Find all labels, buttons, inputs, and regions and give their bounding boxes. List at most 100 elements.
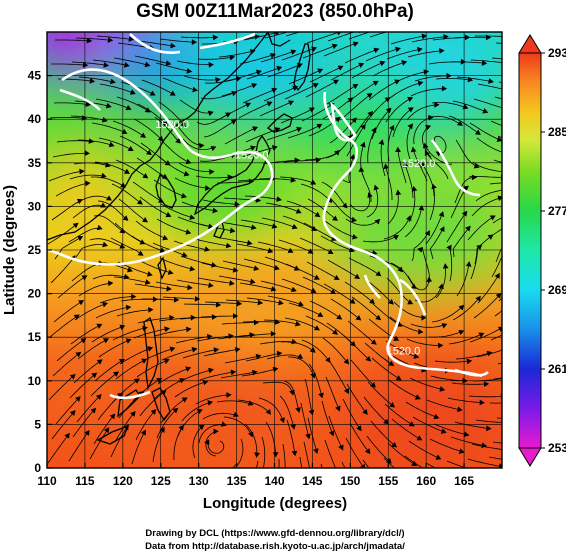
streamline-arrow [503, 170, 507, 174]
chart-title: GSM 00Z11Mar2023 (850.0hPa) [136, 1, 414, 22]
streamline-arrow [131, 293, 137, 300]
streamline [264, 32, 290, 39]
streamline [328, 415, 344, 450]
streamline [362, 234, 399, 243]
streamline-arrow [191, 39, 198, 45]
streamline [475, 419, 502, 423]
streamline [201, 262, 238, 272]
streamline [154, 116, 181, 144]
streamline-arrow [290, 49, 297, 55]
streamline [448, 115, 481, 135]
streamline [456, 261, 470, 297]
streamline [239, 282, 276, 291]
streamline [192, 424, 205, 459]
streamline [327, 32, 356, 42]
streamline-arrow [77, 235, 84, 242]
streamline [263, 319, 301, 326]
streamline [366, 435, 392, 464]
x-tick-label: 165 [454, 474, 474, 488]
streamline [94, 359, 125, 382]
streamline [119, 135, 152, 155]
streamline-arrow [162, 234, 169, 241]
streamline-arrow [373, 184, 380, 191]
streamline [194, 238, 231, 247]
streamline [345, 437, 365, 468]
streamline-arrow [401, 60, 408, 66]
streamline-arrow [166, 285, 172, 292]
streamline-arrow [316, 123, 323, 129]
streamline [52, 352, 81, 377]
streamline-arrow [338, 444, 344, 451]
streamline-arrow [69, 410, 76, 416]
streamline [452, 296, 481, 321]
streamline [217, 180, 254, 184]
streamline-arrow [379, 60, 386, 67]
streamline-arrow [506, 187, 510, 191]
streamline [159, 257, 195, 270]
streamline-arrow [431, 183, 437, 190]
streamline [424, 150, 449, 180]
streamline-arrow [291, 223, 298, 230]
contour-label: 1520.0 [402, 158, 436, 170]
streamline-arrow [349, 298, 356, 304]
streamline-arrow [504, 448, 508, 452]
streamline-arrow [395, 46, 401, 53]
streamline [161, 348, 197, 361]
streamline [325, 376, 340, 411]
streamline-arrow [505, 376, 509, 380]
streamline [244, 195, 282, 201]
streamline-arrow [159, 426, 165, 433]
streamline-arrow [119, 243, 126, 249]
streamline-arrow [475, 129, 481, 135]
streamline [407, 50, 444, 58]
streamline-arrow [230, 369, 237, 376]
streamline-arrow [102, 241, 108, 248]
streamline-arrow [266, 101, 273, 107]
streamline-arrow [414, 394, 421, 400]
y-tick-label: 10 [28, 374, 42, 388]
streamline-arrow [374, 218, 381, 225]
streamline [492, 441, 502, 444]
streamline-arrow [317, 311, 324, 317]
streamline [364, 342, 394, 366]
streamline [477, 273, 500, 304]
streamline [433, 423, 469, 436]
streamline-arrow [356, 425, 362, 432]
streamline-arrow [439, 386, 446, 392]
streamline [225, 299, 263, 304]
streamline-arrow [204, 185, 211, 191]
streamline-arrow [279, 417, 285, 424]
streamline [223, 416, 253, 437]
streamline-arrow [113, 371, 119, 377]
streamline-arrow [213, 347, 220, 353]
streamline-arrow [245, 102, 252, 108]
streamline [120, 81, 156, 96]
streamline [135, 220, 168, 240]
streamline-arrow [496, 136, 502, 142]
streamline-arrow [233, 313, 239, 319]
streamline-arrow [251, 83, 258, 89]
streamline-arrow [145, 149, 152, 156]
streamline [305, 315, 338, 335]
streamline [266, 354, 303, 360]
streamline [173, 240, 210, 251]
x-tick-label: 115 [75, 474, 95, 488]
streamline-arrow [435, 454, 442, 460]
streamline-arrow [270, 330, 277, 337]
streamline [468, 176, 502, 178]
streamline-arrow [407, 299, 414, 305]
streamline [371, 357, 402, 381]
credit-drawing: Drawing by DCL (https://www.gfd-dennou.o… [145, 528, 404, 539]
streamline-arrow [477, 469, 481, 473]
streamline [385, 97, 413, 123]
streamline-arrow [260, 467, 262, 468]
streamline-arrow [375, 314, 382, 321]
streamline [221, 83, 257, 97]
streamline [406, 123, 413, 160]
streamline-arrow [107, 37, 114, 43]
streamline-arrow [149, 90, 156, 96]
streamline-arrow [308, 107, 315, 113]
streamline-arrow [136, 199, 143, 205]
streamline [412, 416, 447, 433]
